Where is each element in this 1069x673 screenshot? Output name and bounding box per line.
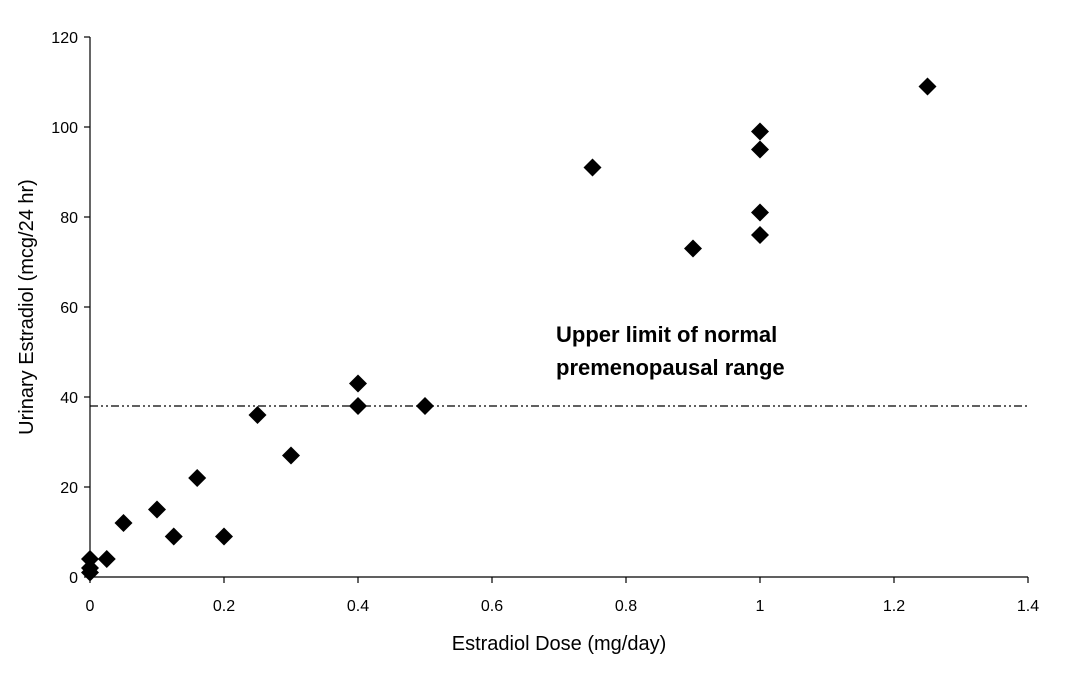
data-point [188,469,207,487]
x-axis: 0 0.2 0.4 0.6 0.8 1 1.2 1.4 [86,576,1039,615]
y-axis: 0 20 40 60 80 100 120 [51,30,91,587]
data-point [349,397,367,415]
data-point [416,397,434,415]
y-ticks: 0 20 40 60 80 100 120 [51,30,90,587]
x-tick-label: 0.6 [481,598,503,615]
x-tick-label: 0 [86,598,95,615]
data-point [349,374,367,393]
data-point [751,122,769,141]
data-point [751,203,769,222]
data-point [114,514,133,532]
x-ticks: 0 0.2 0.4 0.6 0.8 1 1.2 1.4 [86,577,1039,615]
x-tick-label: 0.8 [615,598,637,615]
reference-label-line-2: premenopausal range [556,355,785,380]
data-point [684,239,702,258]
x-tick-label: 0.4 [347,598,369,615]
data-point [248,406,267,424]
data-point [215,527,233,546]
data-point [164,527,183,546]
x-tick-label: 1.2 [883,598,905,615]
y-tick-label: 80 [60,210,78,227]
data-point [918,77,937,96]
x-axis-title: Estradiol Dose (mg/day) [452,633,667,655]
data-point [751,226,769,244]
y-axis-title: Urinary Estradiol (mcg/24 hr) [16,179,38,435]
y-tick-label: 40 [60,390,78,407]
x-tick-label: 0.2 [213,598,235,615]
data-point [282,446,300,465]
data-point [148,500,166,519]
y-tick-label: 100 [51,120,78,137]
reference-label-line-1: Upper limit of normal [556,322,777,347]
x-tick-label: 1.4 [1017,598,1039,615]
data-point [81,550,99,568]
data-point [97,550,116,568]
y-tick-label: 60 [60,300,78,317]
data-point [751,140,769,159]
y-tick-label: 0 [69,570,78,587]
data-point [583,158,602,177]
x-tick-label: 1 [756,598,765,615]
y-tick-label: 20 [60,480,78,497]
y-tick-label: 120 [51,30,78,47]
data-points [81,77,937,582]
